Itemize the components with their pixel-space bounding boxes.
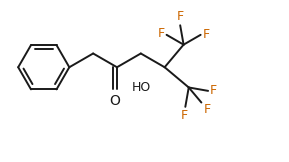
Text: F: F — [177, 10, 184, 23]
Text: O: O — [110, 94, 121, 108]
Text: F: F — [203, 28, 210, 41]
Text: F: F — [210, 84, 217, 97]
Text: F: F — [158, 27, 165, 40]
Text: F: F — [203, 104, 210, 116]
Text: HO: HO — [131, 81, 151, 94]
Text: F: F — [181, 109, 188, 122]
